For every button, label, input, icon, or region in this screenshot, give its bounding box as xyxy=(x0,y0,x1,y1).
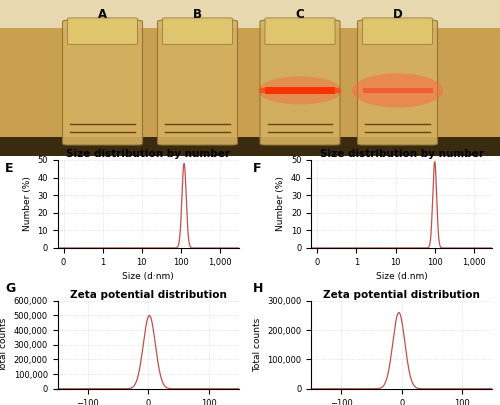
FancyBboxPatch shape xyxy=(362,18,432,45)
Title: Size distribution by number: Size distribution by number xyxy=(66,149,230,159)
Text: A: A xyxy=(98,8,107,21)
FancyBboxPatch shape xyxy=(260,20,340,145)
FancyBboxPatch shape xyxy=(68,18,138,45)
X-axis label: Size (d·nm): Size (d·nm) xyxy=(122,272,174,281)
Bar xyxy=(0,137,500,156)
Bar xyxy=(265,87,335,94)
Text: H: H xyxy=(252,283,263,296)
Y-axis label: Total counts: Total counts xyxy=(0,318,8,372)
Text: G: G xyxy=(5,283,15,296)
Title: Zeta potential distribution: Zeta potential distribution xyxy=(324,290,480,300)
Bar xyxy=(0,0,500,137)
Text: C: C xyxy=(296,8,304,21)
Title: Size distribution by number: Size distribution by number xyxy=(320,149,484,159)
FancyBboxPatch shape xyxy=(358,20,438,145)
Y-axis label: Number (%): Number (%) xyxy=(276,177,285,231)
Bar xyxy=(0,0,500,28)
Y-axis label: Total counts: Total counts xyxy=(252,318,262,372)
Ellipse shape xyxy=(352,73,443,108)
Text: F: F xyxy=(252,162,261,175)
Text: B: B xyxy=(193,8,202,21)
FancyBboxPatch shape xyxy=(62,20,142,145)
Bar xyxy=(362,88,432,93)
Bar xyxy=(260,88,340,93)
X-axis label: Size (d.nm): Size (d.nm) xyxy=(376,272,428,281)
Text: D: D xyxy=(392,8,402,21)
FancyBboxPatch shape xyxy=(158,20,238,145)
FancyBboxPatch shape xyxy=(162,18,232,45)
Y-axis label: Number (%): Number (%) xyxy=(22,177,32,231)
Ellipse shape xyxy=(258,77,342,104)
Title: Zeta potential distribution: Zeta potential distribution xyxy=(70,290,226,300)
Text: E: E xyxy=(5,162,14,175)
FancyBboxPatch shape xyxy=(265,18,335,45)
